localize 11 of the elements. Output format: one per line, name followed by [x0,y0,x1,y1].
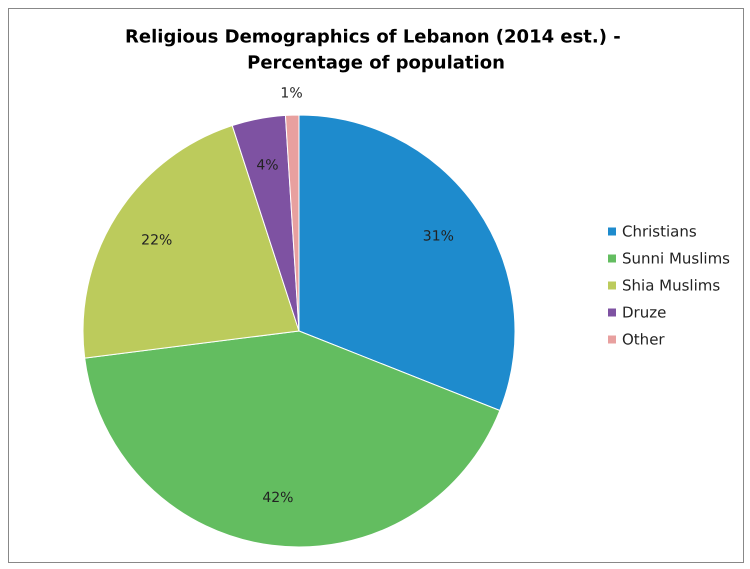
data-label: 31% [422,228,454,244]
legend-label: Christians [622,222,697,240]
legend-label: Shia Muslims [622,276,720,294]
data-label: 4% [256,158,279,174]
data-label: 22% [141,232,172,249]
legend-label: Sunni Muslims [622,250,730,268]
legend-label: Druze [622,304,666,322]
legend-label: Other [622,330,666,348]
data-label: 1% [280,86,303,102]
chart-title: Religious Demographics of Lebanon (2014 est.) - Percentage of population [125,26,627,74]
data-label: 42% [262,490,294,506]
